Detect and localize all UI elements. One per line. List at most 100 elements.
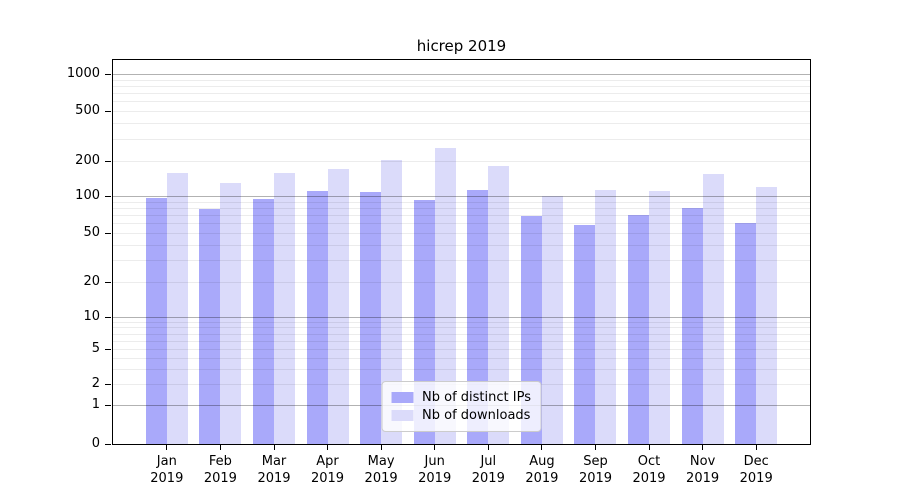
y-tick-mark bbox=[105, 444, 111, 445]
gridline-minor bbox=[113, 93, 810, 94]
y-tick-label: 200 bbox=[75, 153, 100, 168]
x-tick-label: Apr 2019 bbox=[310, 454, 345, 486]
x-tick-label: Jul 2019 bbox=[471, 454, 505, 486]
bar-downloads-nov bbox=[702, 173, 724, 444]
y-tick-label: 20 bbox=[83, 274, 100, 289]
legend: Nb of distinct IPs Nb of downloads bbox=[381, 381, 542, 432]
bar-downloads-feb bbox=[220, 183, 242, 444]
gridline-minor bbox=[113, 357, 810, 359]
x-tick-label: Jun 2019 bbox=[418, 454, 452, 486]
bar-downloads-jan bbox=[166, 172, 188, 444]
bar-distinct-ips-oct bbox=[628, 215, 650, 444]
gridline-minor bbox=[113, 340, 810, 342]
x-tick-label: Feb 2019 bbox=[203, 454, 237, 486]
x-tick-label: Dec 2019 bbox=[739, 454, 773, 486]
legend-swatch-distinct-ips bbox=[391, 392, 414, 403]
gridline-minor bbox=[113, 327, 810, 329]
y-tick-label: 10 bbox=[83, 309, 100, 324]
bar-distinct-ips-feb bbox=[199, 209, 221, 444]
legend-item-distinct-ips: Nb of distinct IPs bbox=[391, 389, 531, 406]
bar-distinct-ips-jan bbox=[145, 198, 167, 444]
y-tick-mark bbox=[105, 384, 111, 385]
y-tick-label: 1 bbox=[91, 397, 100, 412]
x-tick-mark bbox=[273, 445, 275, 450]
y-tick-mark bbox=[105, 233, 111, 234]
x-tick-label: Oct 2019 bbox=[632, 454, 666, 486]
bar-downloads-oct bbox=[649, 191, 671, 444]
x-tick-mark bbox=[595, 445, 596, 450]
legend-label-downloads: Nb of downloads bbox=[422, 408, 531, 423]
gridline-major bbox=[113, 196, 810, 197]
bar-distinct-ips-mar bbox=[252, 198, 274, 444]
bar-downloads-dec bbox=[756, 186, 778, 444]
chart-title: hicrep 2019 bbox=[416, 37, 507, 55]
bar-downloads-sep bbox=[595, 189, 617, 444]
gridline-minor bbox=[113, 201, 810, 203]
y-tick-label: 2 bbox=[91, 376, 100, 391]
bar-distinct-ips-dec bbox=[735, 223, 757, 444]
gridline-major bbox=[113, 74, 810, 75]
y-tick-mark bbox=[105, 282, 111, 283]
y-tick-mark bbox=[105, 349, 111, 350]
gridline-minor bbox=[113, 333, 810, 335]
y-tick-mark bbox=[105, 317, 111, 318]
legend-label-distinct-ips: Nb of distinct IPs bbox=[422, 390, 531, 405]
gridline-minor bbox=[113, 101, 810, 103]
x-axis: Jan 2019 Feb 2019 Mar 2019 Apr 2019 May 2019 Jun 20… bbox=[113, 445, 810, 500]
gridline-minor bbox=[113, 233, 810, 234]
x-tick-mark bbox=[487, 445, 489, 450]
gridlines-layer bbox=[113, 60, 810, 444]
bar-distinct-ips-apr bbox=[306, 191, 328, 444]
x-tick-mark bbox=[755, 445, 757, 450]
x-tick-mark bbox=[648, 445, 650, 450]
gridline-minor bbox=[113, 349, 810, 350]
x-tick-label: Sep 2019 bbox=[578, 454, 613, 486]
y-tick-mark bbox=[105, 111, 111, 112]
y-tick-mark bbox=[105, 161, 111, 162]
gridline-minor bbox=[113, 138, 810, 140]
x-tick-mark bbox=[380, 445, 382, 450]
x-tick-mark bbox=[166, 445, 168, 450]
x-tick-mark bbox=[327, 445, 328, 450]
bar-distinct-ips-nov bbox=[681, 207, 703, 444]
x-tick-label: Nov 2019 bbox=[686, 454, 720, 486]
gridline-minor bbox=[113, 244, 810, 246]
gridline-minor bbox=[113, 223, 810, 225]
x-tick-mark bbox=[702, 445, 704, 450]
bar-distinct-ips-sep bbox=[574, 225, 596, 444]
plot-area: Nb of distinct IPs Nb of downloads bbox=[113, 60, 810, 444]
y-axis: 0 1 2 5 10 20 50 100 200 500 1000 bbox=[0, 60, 112, 451]
gridline-minor bbox=[113, 321, 810, 323]
gridline-minor bbox=[113, 260, 810, 262]
x-tick-label: Jan 2019 bbox=[150, 454, 184, 486]
legend-swatch-downloads bbox=[391, 410, 414, 421]
y-tick-label: 500 bbox=[75, 103, 100, 118]
y-tick-label: 0 bbox=[91, 436, 100, 451]
x-tick-mark bbox=[434, 445, 436, 450]
bar-downloads-apr bbox=[327, 168, 349, 444]
x-tick-label: May 2019 bbox=[364, 454, 398, 486]
gridline-minor bbox=[113, 207, 810, 209]
gridline-minor bbox=[113, 111, 810, 112]
y-tick-label: 5 bbox=[91, 341, 100, 356]
x-tick-mark bbox=[219, 445, 221, 450]
x-tick-label: Mar 2019 bbox=[257, 454, 291, 486]
gridline-minor bbox=[113, 368, 810, 370]
y-tick-mark bbox=[105, 74, 111, 75]
y-tick-label: 50 bbox=[83, 225, 100, 240]
gridline-minor bbox=[113, 85, 810, 87]
x-tick-mark bbox=[541, 445, 543, 450]
bar-downloads-mar bbox=[273, 172, 295, 444]
gridline-minor bbox=[113, 215, 810, 216]
gridline-minor bbox=[113, 79, 810, 81]
gridline-minor bbox=[113, 123, 810, 125]
gridline-major bbox=[113, 317, 810, 318]
y-tick-label: 1000 bbox=[66, 66, 100, 81]
bar-distinct-ips-may bbox=[360, 192, 382, 444]
y-tick-mark bbox=[105, 405, 111, 406]
x-tick-label: Aug 2019 bbox=[525, 454, 559, 486]
bar-downloads-jun bbox=[434, 147, 456, 444]
y-tick-label: 100 bbox=[75, 188, 100, 203]
bar-downloads-jul bbox=[488, 166, 510, 444]
